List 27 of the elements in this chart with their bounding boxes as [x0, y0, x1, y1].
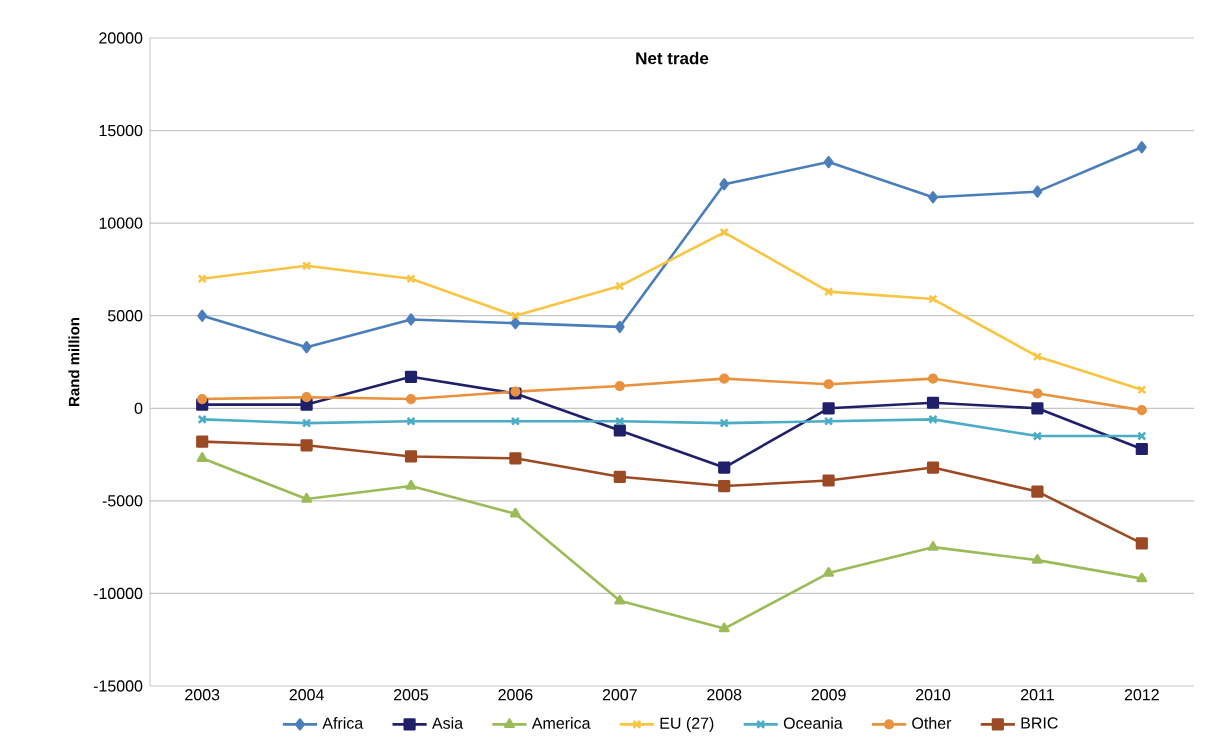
text: Net trade — [636, 51, 709, 65]
y-tick-label: 0 — [134, 402, 143, 414]
x-tick-label: 2005 — [394, 689, 429, 701]
y-tick-label: 20000 — [99, 32, 143, 44]
legend-label: BRIC — [1021, 717, 1058, 729]
legend-label: Asia — [431, 717, 464, 729]
x-tick-label: 2010 — [916, 689, 951, 701]
x-tick-label: 2004 — [289, 689, 324, 701]
y-axis-title: Rand million — [68, 317, 80, 406]
legend-label: Other — [912, 717, 952, 729]
y-tick-label: -10000 — [93, 587, 143, 600]
x-tick-label: 2006 — [498, 689, 533, 701]
legend-label: EU (27) — [660, 717, 714, 732]
x-tick-label: 2011 — [1021, 689, 1054, 701]
legend-label: Oceania — [783, 717, 843, 729]
y-tick-label: -5000 — [102, 495, 143, 507]
y-tick-label: 15000 — [99, 124, 143, 137]
x-tick-label: 2007 — [602, 689, 637, 701]
x-tick-label: 2012 — [1124, 689, 1159, 701]
x-tick-label: 2003 — [185, 689, 220, 701]
x-tick-label: 2009 — [811, 689, 846, 701]
x-tick-label: 2008 — [707, 689, 742, 701]
legend-label: America — [531, 717, 591, 729]
y-tick-label: 5000 — [107, 310, 143, 322]
legend-label: Africa — [322, 717, 364, 729]
y-tick-label: -15000 — [93, 680, 143, 692]
y-tick-label: 10000 — [99, 217, 143, 229]
